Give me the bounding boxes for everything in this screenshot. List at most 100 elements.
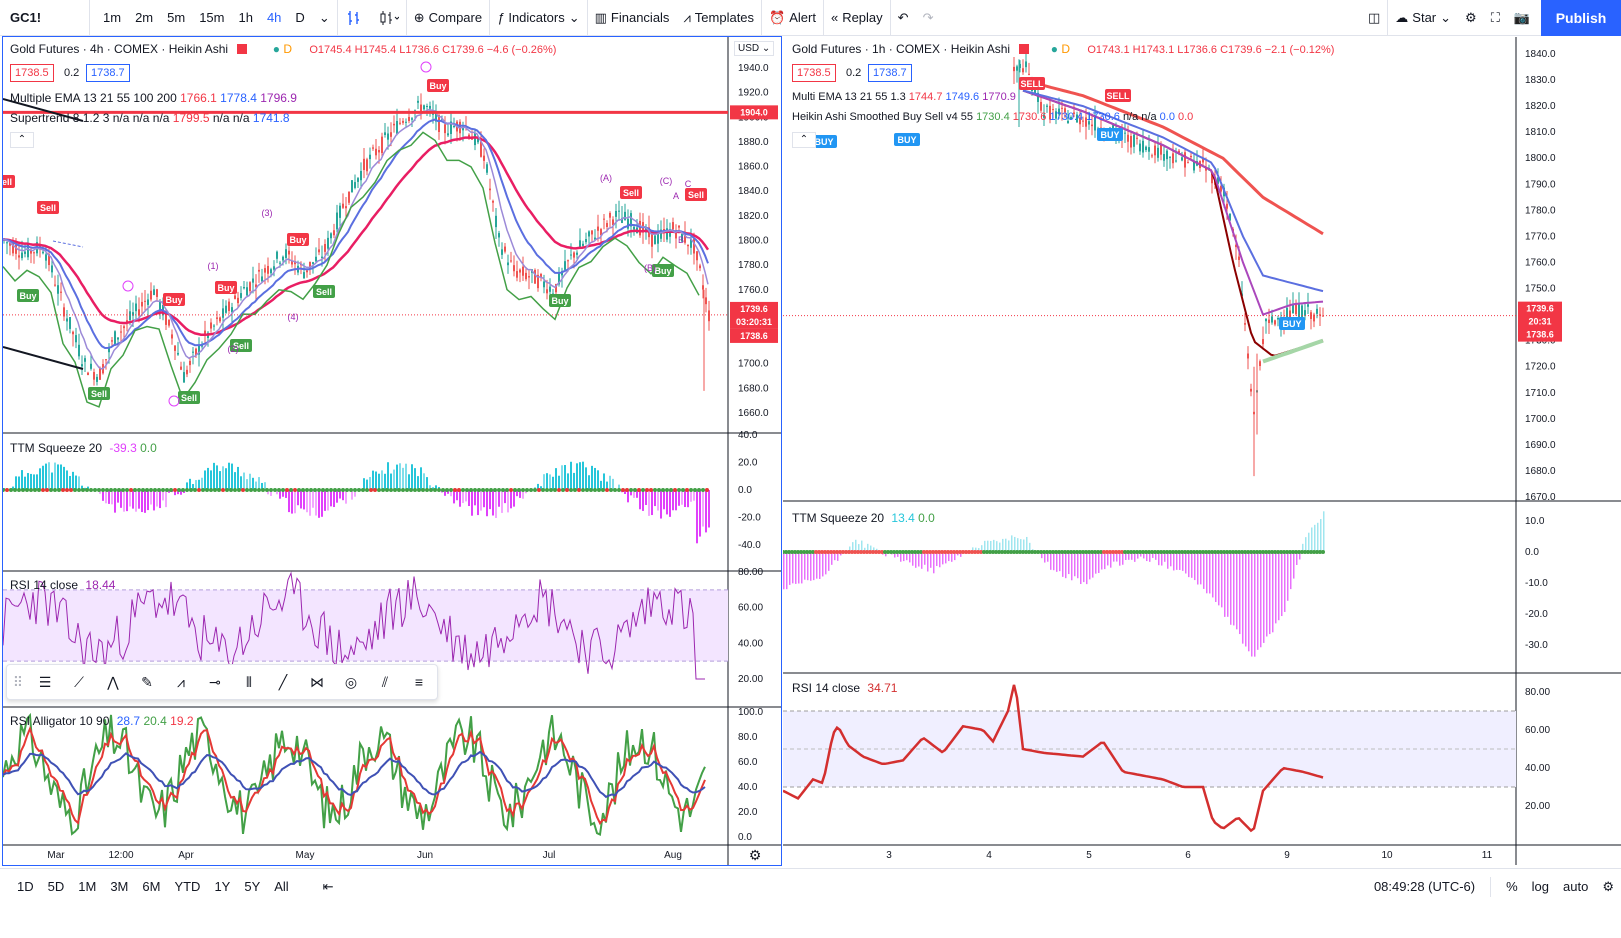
indicators-button[interactable]: ƒ Indicators ⌄: [490, 0, 587, 36]
squeeze-dot: [25, 488, 29, 492]
squeeze-dot: [541, 488, 545, 492]
symbol-search[interactable]: GC1!: [0, 0, 90, 36]
layout-name-button[interactable]: ☁ Star ⌄: [1388, 0, 1458, 36]
squeeze-dot: [1210, 550, 1214, 554]
bar-style-icon[interactable]: [338, 0, 370, 36]
left-ind1-legend[interactable]: Multiple EMA 13 21 55 100 200 1766.1 177…: [10, 91, 297, 105]
candle-body: [336, 212, 338, 230]
candle-body: [24, 251, 26, 254]
auto-toggle[interactable]: auto: [1563, 879, 1589, 894]
candle-body: [279, 262, 281, 264]
abc-pattern-icon[interactable]: ⋀: [107, 673, 119, 690]
redo-icon[interactable]: ↷: [922, 9, 934, 25]
flag-icon[interactable]: [1019, 44, 1030, 54]
clock[interactable]: 08:49:28 (UTC-6): [1373, 879, 1476, 894]
interval-1h[interactable]: 1h: [238, 9, 253, 25]
squeeze-bar: [204, 470, 206, 490]
right-ind1-legend[interactable]: Multi EMA 13 21 55 1.3 1744.7 1749.6 177…: [792, 91, 1016, 103]
candle-body: [597, 226, 599, 231]
squeeze-bar: [1047, 552, 1049, 562]
squeeze-bar: [702, 490, 704, 527]
squeeze-bar: [426, 477, 428, 490]
spiral-icon[interactable]: ◎: [344, 673, 358, 690]
settings-lines-icon[interactable]: ≡: [414, 674, 424, 690]
left-rsi-legend[interactable]: RSI 14 close 18.44: [10, 578, 115, 592]
range-YTD[interactable]: YTD: [174, 879, 201, 894]
undo-icon[interactable]: ↶: [897, 9, 909, 25]
vertical-lines-icon[interactable]: ⦀: [245, 673, 253, 690]
right-ttm-legend[interactable]: TTM Squeeze 20 13.4 0.0: [792, 511, 935, 525]
fullscreen-icon[interactable]: ⛶: [1490, 9, 1500, 25]
trend-line-icon[interactable]: ╱: [278, 673, 288, 690]
ttm-val: 0.0: [140, 441, 157, 455]
squeeze-bar: [207, 467, 209, 490]
layout-icon[interactable]: ◫: [1368, 9, 1381, 25]
interval-dropdown-icon[interactable]: ⌄: [318, 9, 330, 25]
interval-D[interactable]: D: [295, 9, 305, 25]
fib-retracement-icon[interactable]: ☰: [38, 673, 52, 690]
interval-15m[interactable]: 15m: [199, 9, 225, 25]
left-bid-box[interactable]: 1738.5: [10, 64, 54, 82]
chart-settings-icon[interactable]: ⚙: [1602, 878, 1614, 894]
squeeze-dot: [1000, 550, 1004, 554]
range-1D[interactable]: 1D: [17, 879, 34, 894]
right-bid-box[interactable]: 1738.5: [792, 64, 836, 82]
drag-handle-icon[interactable]: ⠿: [12, 673, 24, 690]
squeeze-bar: [402, 467, 404, 490]
left-chart-canvas[interactable]: Sell Buy Sell Sell Buy Sell Buy Sell Buy Sell Buy B…: [3, 37, 781, 865]
range-All[interactable]: All: [274, 879, 289, 894]
range-5D[interactable]: 5D: [47, 879, 65, 894]
range-1Y[interactable]: 1Y: [214, 879, 231, 894]
left-ind2-legend[interactable]: Supertrend 8 1.2 3 n/a n/a n/a 1799.5 n/…: [10, 111, 290, 125]
collapse-legend-icon[interactable]: ⌃: [10, 132, 34, 148]
alert-button[interactable]: ⏰ Alert: [762, 0, 823, 36]
compare-button[interactable]: ⊕ Compare: [407, 0, 489, 36]
currency-selector[interactable]: USD ⌄: [734, 41, 775, 56]
interval-5m[interactable]: 5m: [167, 9, 186, 25]
chart-type-icon[interactable]: [370, 0, 406, 36]
candle-body: [63, 307, 65, 317]
layout-name-label: Star: [1412, 9, 1437, 25]
goto-date-icon[interactable]: ⇤: [322, 878, 334, 894]
log-toggle[interactable]: log: [1531, 879, 1550, 894]
squeeze-bar: [1065, 552, 1067, 579]
fib-fan-icon[interactable]: ⩘: [177, 673, 185, 690]
replay-button[interactable]: « Replay: [824, 0, 890, 36]
rsi-tick-label: 40.00: [738, 638, 763, 649]
xabcd-pattern-icon[interactable]: ⋈: [310, 673, 324, 690]
interval-4h[interactable]: 4h: [266, 9, 282, 25]
squeeze-dot: [973, 550, 977, 554]
interval-1m[interactable]: 1m: [103, 9, 122, 25]
percent-toggle[interactable]: %: [1506, 879, 1518, 894]
collapse-legend-icon[interactable]: ⌃: [792, 132, 816, 148]
right-ask-box[interactable]: 1738.7: [868, 64, 912, 82]
candle-body: [192, 351, 194, 353]
elliott-wave-icon[interactable]: ⟋: [74, 673, 84, 690]
flag-icon[interactable]: [237, 44, 248, 54]
range-6M[interactable]: 6M: [142, 879, 161, 894]
squeeze-dot: [257, 488, 261, 492]
pen-icon[interactable]: ✎: [141, 673, 153, 690]
squeeze-bar: [687, 490, 689, 508]
left-ttm-legend[interactable]: TTM Squeeze 20 -39.3 0.0: [10, 441, 157, 455]
settings-gear-icon[interactable]: ⚙: [1465, 9, 1477, 25]
financials-button[interactable]: ▥ Financials: [588, 0, 677, 36]
horizontal-ray-icon[interactable]: ⊸: [209, 673, 221, 690]
parallel-channel-icon[interactable]: ⫽: [381, 673, 389, 690]
range-1M[interactable]: 1M: [78, 879, 97, 894]
templates-button[interactable]: ⩘ Templates: [676, 0, 761, 36]
publish-button[interactable]: Publish: [1541, 0, 1621, 36]
right-ind2-legend[interactable]: Heikin Ashi Smoothed Buy Sell v4 55 1730…: [792, 111, 1193, 123]
interval-2m[interactable]: 2m: [135, 9, 154, 25]
squeeze-dot: [1033, 550, 1037, 554]
candle-body: [132, 312, 134, 316]
right-rsi-legend[interactable]: RSI 14 close 34.71: [792, 681, 897, 695]
camera-icon[interactable]: 📷: [1513, 9, 1530, 25]
wave-label: (3): [262, 208, 273, 218]
range-3M[interactable]: 3M: [110, 879, 129, 894]
range-5Y[interactable]: 5Y: [244, 879, 261, 894]
left-alligator-legend[interactable]: RSI Alligator 10 90 28.7 20.4 19.2: [10, 714, 194, 728]
left-ask-box[interactable]: 1738.7: [86, 64, 130, 82]
squeeze-bar: [1101, 552, 1103, 570]
